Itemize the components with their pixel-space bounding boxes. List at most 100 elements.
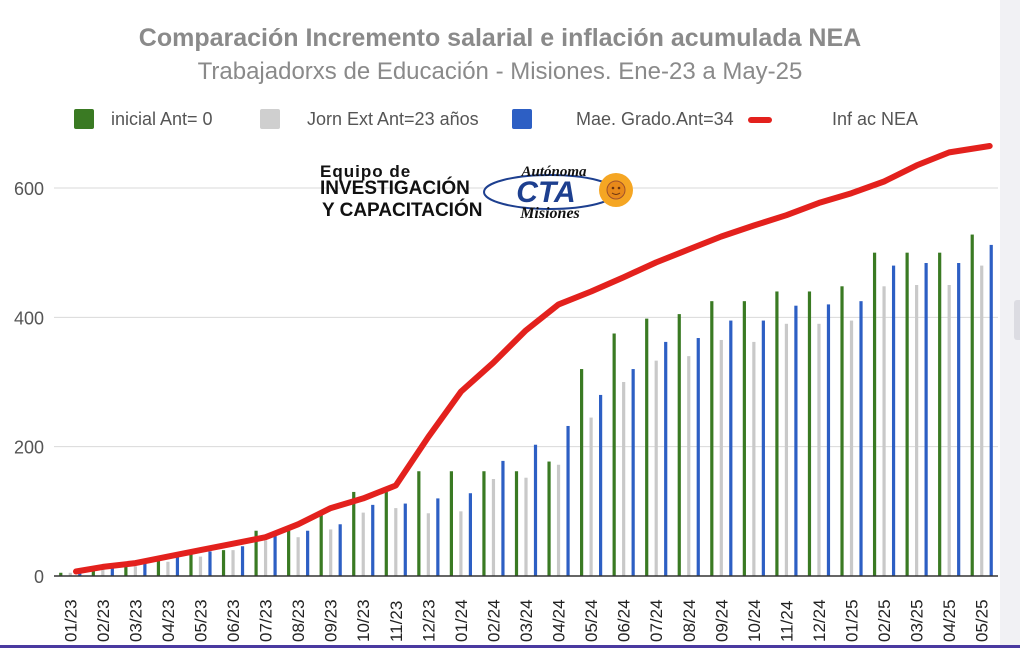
bar-2-07/23 — [263, 540, 268, 576]
x-tick-label: 09/23 — [322, 599, 341, 642]
y-tick-label: 600 — [14, 179, 44, 199]
bar-2-12/23 — [426, 513, 430, 576]
bar-2-09/24 — [719, 339, 723, 576]
bar-2-04/24 — [556, 464, 561, 576]
bar-3-02/25 — [891, 265, 896, 576]
bar-3-11/24 — [794, 305, 798, 576]
bar-3-04/23 — [175, 556, 180, 576]
bar-1-07/23 — [254, 530, 258, 576]
bar-2-05/24 — [589, 417, 593, 576]
bar-3-09/23 — [338, 524, 342, 576]
bar-2-06/24 — [622, 382, 626, 576]
bar-3-10/24 — [761, 320, 765, 576]
bar-1-01/23 — [59, 572, 63, 576]
bar-3-11/23 — [403, 503, 407, 576]
bar-2-08/23 — [296, 537, 300, 576]
bar-2-03/24 — [524, 477, 528, 576]
bar-1-11/24 — [775, 291, 779, 576]
logo-mark: CTA — [516, 176, 575, 209]
bar-1-08/24 — [677, 314, 681, 576]
bar-3-03/25 — [924, 263, 928, 576]
bar-1-08/23 — [287, 529, 291, 576]
x-tick-label: 07/24 — [647, 599, 666, 642]
logo-script-top: Autónoma — [520, 164, 587, 180]
bar-1-09/24 — [710, 301, 714, 576]
x-tick-label: 04/23 — [159, 599, 178, 642]
x-tick-label: 09/24 — [712, 599, 731, 642]
series-line-inf-ac-nea — [73, 143, 993, 575]
legend-line-inf-ac — [748, 117, 772, 123]
bar-1-11/23 — [384, 491, 388, 576]
x-tick-label: 03/25 — [908, 599, 927, 642]
bar-3-01/24 — [468, 493, 472, 576]
bar-3-05/24 — [599, 394, 603, 576]
bar-1-04/25 — [938, 252, 942, 576]
bar-1-02/23 — [91, 568, 95, 576]
x-tick-label: 02/25 — [875, 599, 894, 642]
logo-text-line2: INVESTIGACIÓN — [320, 178, 470, 199]
bar-2-03/25 — [915, 285, 919, 576]
bar-2-09/23 — [329, 529, 333, 576]
bar-2-04/25 — [947, 285, 951, 576]
bar-3-05/25 — [989, 244, 993, 576]
chart-title: Comparación Incremento salarial e inflac… — [138, 24, 862, 52]
bar-2-04/23 — [166, 561, 170, 576]
logo-text-line1: Equipo de — [320, 162, 412, 181]
bar-3-04/24 — [566, 425, 570, 576]
x-tick-label: 11/24 — [777, 601, 796, 642]
bar-2-03/23 — [133, 566, 137, 576]
bar-3-12/23 — [436, 498, 440, 576]
bar-1-05/25 — [970, 234, 974, 576]
legend-label-inicial: inicial Ant= 0 — [111, 109, 213, 129]
bar-1-04/23 — [156, 557, 161, 576]
x-tick-label: 06/23 — [224, 599, 243, 642]
bar-3-07/23 — [273, 533, 277, 576]
bar-2-11/23 — [394, 508, 398, 576]
x-tick-label: 01/24 — [452, 599, 471, 642]
bar-1-04/24 — [547, 461, 551, 576]
bar-1-01/24 — [449, 471, 453, 576]
bar-2-12/24 — [817, 323, 821, 576]
bar-1-06/24 — [612, 333, 616, 576]
bar-1-03/23 — [124, 564, 128, 576]
bar-3-09/24 — [729, 320, 733, 576]
bar-3-03/23 — [143, 563, 147, 576]
bar-1-12/23 — [417, 471, 421, 576]
scrollbar-track[interactable] — [1000, 0, 1020, 648]
bar-1-02/25 — [872, 252, 877, 576]
legend-label-mae-grado: Mae. Grado.Ant=34 — [576, 109, 734, 129]
bar-2-10/23 — [361, 512, 365, 576]
x-tick-label: 05/24 — [582, 599, 601, 642]
x-tick-label: 05/23 — [191, 599, 210, 642]
bar-2-02/25 — [882, 286, 886, 576]
scrollbar-handle[interactable] — [1014, 300, 1020, 340]
y-tick-label: 400 — [14, 308, 44, 328]
bar-3-03/24 — [533, 444, 538, 576]
x-tick-label: 03/23 — [126, 599, 145, 642]
bar-1-01/25 — [840, 286, 844, 576]
bar-2-10/24 — [752, 341, 756, 576]
bar-2-01/24 — [459, 511, 463, 576]
x-tick-label: 05/25 — [973, 599, 992, 642]
x-tick-label: 06/24 — [615, 599, 634, 642]
legend-swatch-mae-grado — [512, 109, 532, 129]
x-tick-label: 01/23 — [61, 599, 80, 642]
bar-1-10/24 — [742, 301, 746, 576]
bar-3-02/24 — [501, 460, 505, 576]
bar-2-07/24 — [654, 360, 658, 576]
bar-2-01/25 — [849, 320, 854, 576]
x-tick-label: 08/23 — [289, 599, 308, 642]
bar-1-05/24 — [580, 369, 584, 576]
x-tick-label: 04/24 — [550, 599, 569, 642]
x-tick-label: 01/25 — [843, 599, 862, 642]
bar-3-04/25 — [957, 263, 961, 576]
bar-2-01/23 — [68, 572, 72, 576]
x-tick-label: 02/23 — [94, 599, 113, 642]
bar-3-10/23 — [371, 504, 375, 576]
legend-swatch-inicial — [74, 109, 94, 129]
bar-3-06/23 — [240, 546, 245, 576]
bar-1-03/24 — [514, 471, 519, 576]
x-tick-label: 07/23 — [257, 599, 276, 642]
bar-1-12/24 — [807, 291, 812, 576]
x-tick-label: 08/24 — [680, 599, 699, 642]
